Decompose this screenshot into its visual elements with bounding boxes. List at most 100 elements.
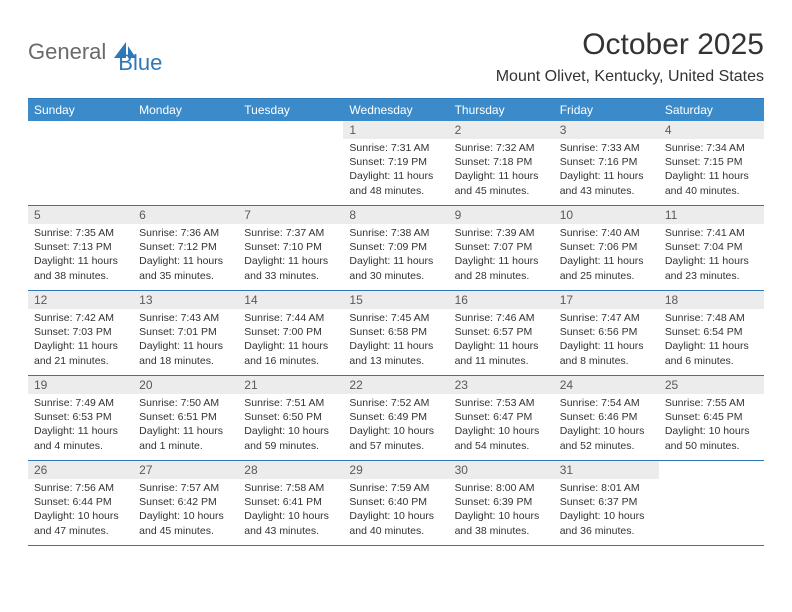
day-number [28,121,133,139]
day-cell: 13Sunrise: 7:43 AMSunset: 7:01 PMDayligh… [133,291,238,375]
day-number: 8 [343,206,448,224]
day-info-line: Daylight: 11 hours [449,254,554,268]
day-info-line: and 45 minutes. [133,524,238,538]
day-cell: 9Sunrise: 7:39 AMSunset: 7:07 PMDaylight… [449,206,554,290]
day-info-line: Daylight: 11 hours [554,169,659,183]
day-header-sun: Sunday [28,99,133,121]
day-info-line: Sunset: 7:13 PM [28,240,133,254]
day-info-line: Sunrise: 7:45 AM [343,311,448,325]
day-info-line: Sunset: 7:12 PM [133,240,238,254]
day-info-line: Sunset: 7:18 PM [449,155,554,169]
day-info-line: and 59 minutes. [238,439,343,453]
day-cell [28,121,133,205]
day-info-line: Daylight: 10 hours [238,424,343,438]
day-cell: 26Sunrise: 7:56 AMSunset: 6:44 PMDayligh… [28,461,133,545]
month-title: October 2025 [496,28,764,62]
day-info-line: and 48 minutes. [343,184,448,198]
day-info-line: Sunset: 7:09 PM [343,240,448,254]
day-info-line: Daylight: 11 hours [659,254,764,268]
day-info-line: and 45 minutes. [449,184,554,198]
day-number: 15 [343,291,448,309]
day-info-line: and 38 minutes. [28,269,133,283]
day-number: 3 [554,121,659,139]
day-cell: 5Sunrise: 7:35 AMSunset: 7:13 PMDaylight… [28,206,133,290]
day-info-line: Daylight: 11 hours [133,254,238,268]
day-cell: 3Sunrise: 7:33 AMSunset: 7:16 PMDaylight… [554,121,659,205]
day-info-line: and 36 minutes. [554,524,659,538]
day-info-line: Sunrise: 7:55 AM [659,396,764,410]
day-cell: 29Sunrise: 7:59 AMSunset: 6:40 PMDayligh… [343,461,448,545]
day-number: 9 [449,206,554,224]
day-cell [238,121,343,205]
day-info-line: and 43 minutes. [238,524,343,538]
day-header-tue: Tuesday [238,99,343,121]
day-info-line: Daylight: 10 hours [554,424,659,438]
day-info-line: and 25 minutes. [554,269,659,283]
day-info-line: Daylight: 11 hours [238,254,343,268]
day-info-line: Daylight: 10 hours [449,424,554,438]
week-row: 5Sunrise: 7:35 AMSunset: 7:13 PMDaylight… [28,206,764,291]
day-cell [133,121,238,205]
day-cell: 20Sunrise: 7:50 AMSunset: 6:51 PMDayligh… [133,376,238,460]
day-info-line: Sunrise: 7:57 AM [133,481,238,495]
day-info-line: Sunset: 6:53 PM [28,410,133,424]
day-cell: 28Sunrise: 7:58 AMSunset: 6:41 PMDayligh… [238,461,343,545]
logo-text-general: General [28,39,106,65]
day-number: 6 [133,206,238,224]
page-header: General Blue October 2025 Mount Olivet, … [0,0,792,90]
day-info-line: Daylight: 11 hours [238,339,343,353]
day-cell: 11Sunrise: 7:41 AMSunset: 7:04 PMDayligh… [659,206,764,290]
day-info-line: Sunrise: 7:48 AM [659,311,764,325]
day-info-line: Daylight: 10 hours [554,509,659,523]
day-info-line: and 1 minute. [133,439,238,453]
day-header-thu: Thursday [449,99,554,121]
day-number: 31 [554,461,659,479]
day-number: 4 [659,121,764,139]
day-info-line: Sunrise: 7:47 AM [554,311,659,325]
day-number: 26 [28,461,133,479]
day-info-line: and 6 minutes. [659,354,764,368]
day-info-line: Sunset: 7:10 PM [238,240,343,254]
day-cell: 4Sunrise: 7:34 AMSunset: 7:15 PMDaylight… [659,121,764,205]
day-info-line: Sunrise: 7:39 AM [449,226,554,240]
week-row: 26Sunrise: 7:56 AMSunset: 6:44 PMDayligh… [28,461,764,546]
day-info-line: Sunset: 6:41 PM [238,495,343,509]
day-info-line: Daylight: 10 hours [449,509,554,523]
day-number: 10 [554,206,659,224]
day-cell: 7Sunrise: 7:37 AMSunset: 7:10 PMDaylight… [238,206,343,290]
day-info-line: Sunrise: 7:36 AM [133,226,238,240]
day-info-line: Sunrise: 8:00 AM [449,481,554,495]
day-info-line: Sunset: 6:39 PM [449,495,554,509]
day-number: 30 [449,461,554,479]
day-info-line: and 35 minutes. [133,269,238,283]
day-info-line: Sunrise: 7:32 AM [449,141,554,155]
day-header-wed: Wednesday [343,99,448,121]
day-info-line: Sunrise: 7:33 AM [554,141,659,155]
day-number: 23 [449,376,554,394]
day-info-line: Sunrise: 7:46 AM [449,311,554,325]
day-info-line: and 38 minutes. [449,524,554,538]
day-info-line: Daylight: 10 hours [343,509,448,523]
day-cell: 15Sunrise: 7:45 AMSunset: 6:58 PMDayligh… [343,291,448,375]
day-number [238,121,343,139]
day-info-line: and 33 minutes. [238,269,343,283]
day-info-line: Sunrise: 7:50 AM [133,396,238,410]
day-info-line: and 43 minutes. [554,184,659,198]
day-info-line: Daylight: 11 hours [133,339,238,353]
day-header-fri: Friday [554,99,659,121]
logo-text-blue: Blue [118,50,162,76]
day-info-line: Daylight: 11 hours [133,424,238,438]
day-info-line: Sunrise: 7:31 AM [343,141,448,155]
day-info-line: Daylight: 11 hours [554,339,659,353]
day-number: 18 [659,291,764,309]
day-info-line: Daylight: 11 hours [343,169,448,183]
day-header-row: Sunday Monday Tuesday Wednesday Thursday… [28,99,764,121]
day-info-line: Daylight: 11 hours [449,169,554,183]
day-cell: 18Sunrise: 7:48 AMSunset: 6:54 PMDayligh… [659,291,764,375]
day-info-line: Sunrise: 7:51 AM [238,396,343,410]
day-info-line: Sunset: 6:46 PM [554,410,659,424]
day-number: 5 [28,206,133,224]
day-cell: 8Sunrise: 7:38 AMSunset: 7:09 PMDaylight… [343,206,448,290]
day-cell: 30 Sunrise: 8:00 AMSunset: 6:39 PMDayligh… [449,461,554,545]
day-info-line: Sunset: 7:04 PM [659,240,764,254]
